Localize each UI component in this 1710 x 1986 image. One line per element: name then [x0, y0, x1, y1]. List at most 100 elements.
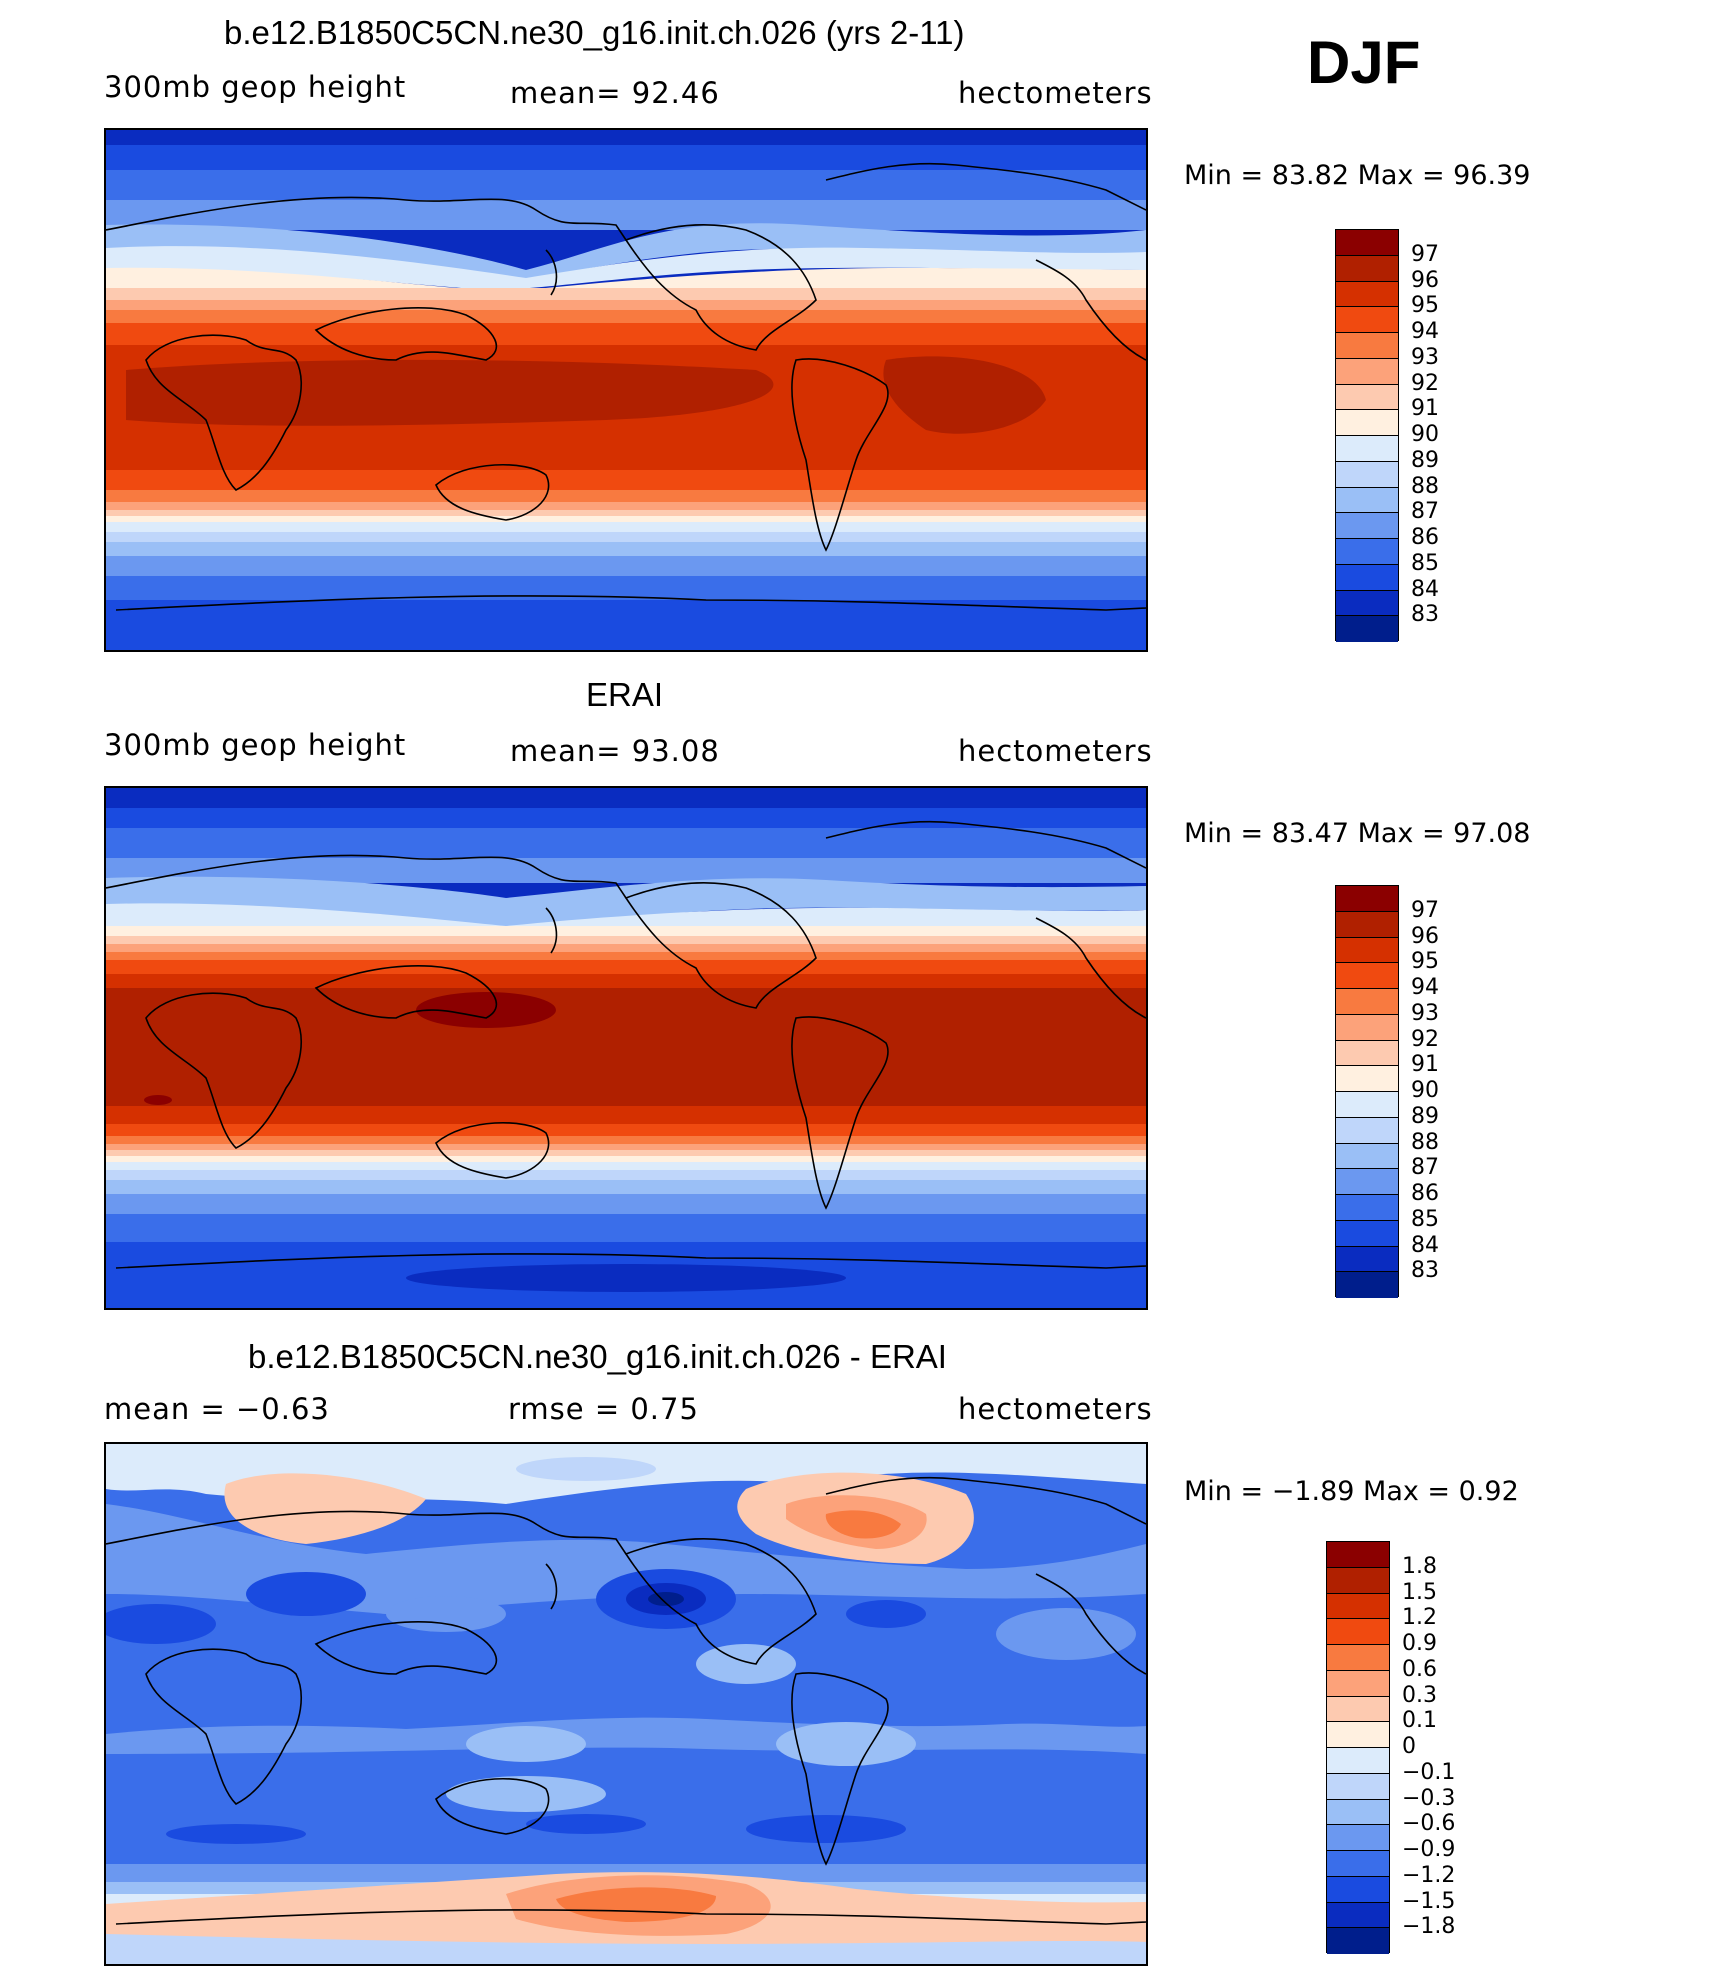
panel1-map: [104, 128, 1148, 652]
colorbar-tick-label: 95: [1411, 949, 1439, 975]
colorbar-swatch: [1327, 1593, 1389, 1620]
panel2-map: [104, 786, 1148, 1310]
colorbar-swatch: [1336, 616, 1398, 642]
colorbar-swatch: [1336, 487, 1398, 514]
colorbar-tick-label: 87: [1411, 499, 1439, 525]
colorbar-swatch: [1327, 1773, 1389, 1800]
colorbar-tick-label: 87: [1411, 1155, 1439, 1181]
colorbar-swatch: [1336, 590, 1398, 617]
colorbar-swatch: [1327, 1928, 1389, 1954]
panel2-minmax: Min = 83.47 Max = 97.08: [1184, 818, 1531, 849]
panel2-title: ERAI: [586, 676, 664, 713]
colorbar-swatch: [1327, 1902, 1389, 1929]
colorbar-tick-label: 94: [1411, 975, 1439, 1000]
colorbar-swatch: [1327, 1722, 1389, 1748]
colorbar-swatch: [1327, 1567, 1389, 1594]
colorbar-swatch: [1336, 963, 1398, 989]
colorbar-swatch: [1336, 1040, 1398, 1067]
colorbar-swatch: [1336, 1272, 1398, 1298]
colorbar-tick-label: 97: [1411, 897, 1439, 923]
colorbar-swatch: [1336, 230, 1398, 256]
colorbar-tick-label: 0.3: [1402, 1682, 1437, 1708]
colorbar-swatch: [1336, 1220, 1398, 1247]
colorbar-tick-label: −1.8: [1402, 1914, 1456, 1940]
panel2-units-label: hectometers: [958, 734, 1153, 768]
colorbar-tick-label: −0.9: [1402, 1837, 1456, 1862]
colorbar-swatch: [1336, 1246, 1398, 1273]
panel2-mean-label: mean= 93.08: [510, 734, 720, 768]
colorbar-swatch: [1336, 281, 1398, 308]
colorbar-tick-label: 83: [1411, 602, 1439, 628]
colorbar-tick-label: −0.6: [1402, 1811, 1456, 1837]
colorbar-tick-label: 96: [1411, 267, 1439, 293]
colorbar-tick-label: 92: [1411, 370, 1439, 396]
colorbar-tick-label: 91: [1411, 396, 1439, 422]
panel1-title: b.e12.B1850C5CN.ne30_g16.init.ch.026 (yr…: [224, 14, 965, 51]
colorbar-swatch: [1336, 886, 1398, 912]
panel1-colorbar: [1335, 229, 1399, 642]
colorbar-swatch: [1327, 1851, 1389, 1877]
panel3-rmse-label: rmse = 0.75: [508, 1392, 699, 1426]
panel1-variable-label: 300mb geop height: [104, 70, 407, 104]
colorbar-swatch: [1336, 513, 1398, 539]
colorbar-swatch: [1336, 307, 1398, 333]
colorbar-tick-label: 0: [1402, 1734, 1416, 1759]
colorbar-tick-label: 0.1: [1402, 1708, 1437, 1734]
colorbar-tick-label: 90: [1411, 422, 1439, 447]
panel3-colorbar: [1326, 1541, 1390, 1954]
colorbar-swatch: [1327, 1799, 1389, 1826]
colorbar-swatch: [1336, 461, 1398, 488]
colorbar-tick-label: −1.2: [1402, 1862, 1456, 1888]
colorbar-tick-label: 94: [1411, 319, 1439, 344]
colorbar-tick-label: 95: [1411, 293, 1439, 319]
colorbar-tick-label: 85: [1411, 1206, 1439, 1232]
colorbar-tick-label: 1.5: [1402, 1579, 1437, 1605]
season-label: DJF: [1307, 29, 1421, 96]
colorbar-tick-label: 96: [1411, 923, 1439, 949]
panel1-map-canvas: [106, 130, 1146, 650]
colorbar-swatch: [1336, 333, 1398, 359]
panel2-map-canvas: [106, 788, 1146, 1308]
colorbar-tick-label: 91: [1411, 1052, 1439, 1078]
colorbar-swatch: [1336, 1066, 1398, 1092]
colorbar-tick-label: 88: [1411, 1129, 1439, 1155]
colorbar-tick-label: 89: [1411, 1103, 1439, 1129]
panel3-title: b.e12.B1850C5CN.ne30_g16.init.ch.026 - E…: [248, 1338, 947, 1375]
panel1-units-label: hectometers: [958, 76, 1153, 110]
colorbar-tick-label: −0.1: [1402, 1759, 1456, 1785]
colorbar-tick-label: 85: [1411, 550, 1439, 576]
panel2-colorbar: [1335, 885, 1399, 1298]
panel3-units-label: hectometers: [958, 1392, 1153, 1426]
colorbar-tick-label: 90: [1411, 1078, 1439, 1103]
colorbar-swatch: [1336, 1169, 1398, 1195]
panel3-minmax: Min = −1.89 Max = 0.92: [1184, 1476, 1519, 1507]
panel1-mean-label: mean= 92.46: [510, 76, 720, 110]
colorbar-tick-label: 92: [1411, 1026, 1439, 1052]
colorbar-tick-label: 93: [1411, 1000, 1439, 1026]
colorbar-swatch: [1336, 1143, 1398, 1170]
colorbar-tick-label: 0.6: [1402, 1656, 1437, 1682]
colorbar-swatch: [1327, 1542, 1389, 1568]
colorbar-swatch: [1336, 564, 1398, 591]
colorbar-tick-label: 0.9: [1402, 1631, 1437, 1656]
colorbar-swatch: [1336, 989, 1398, 1015]
colorbar-tick-label: 88: [1411, 473, 1439, 499]
colorbar-tick-label: 84: [1411, 1232, 1439, 1258]
colorbar-swatch: [1336, 937, 1398, 964]
colorbar-swatch: [1327, 1670, 1389, 1697]
colorbar-tick-label: 86: [1411, 525, 1439, 550]
colorbar-swatch: [1336, 410, 1398, 436]
colorbar-tick-label: 97: [1411, 241, 1439, 267]
colorbar-swatch: [1327, 1748, 1389, 1774]
colorbar-swatch: [1327, 1645, 1389, 1671]
colorbar-swatch: [1336, 255, 1398, 282]
colorbar-swatch: [1336, 1092, 1398, 1118]
panel3-map: [104, 1442, 1148, 1966]
colorbar-swatch: [1336, 1117, 1398, 1144]
colorbar-tick-label: 1.2: [1402, 1605, 1437, 1631]
colorbar-swatch: [1336, 1014, 1398, 1041]
colorbar-tick-label: 93: [1411, 344, 1439, 370]
colorbar-swatch: [1336, 1195, 1398, 1221]
colorbar-swatch: [1336, 539, 1398, 565]
colorbar-swatch: [1327, 1696, 1389, 1723]
